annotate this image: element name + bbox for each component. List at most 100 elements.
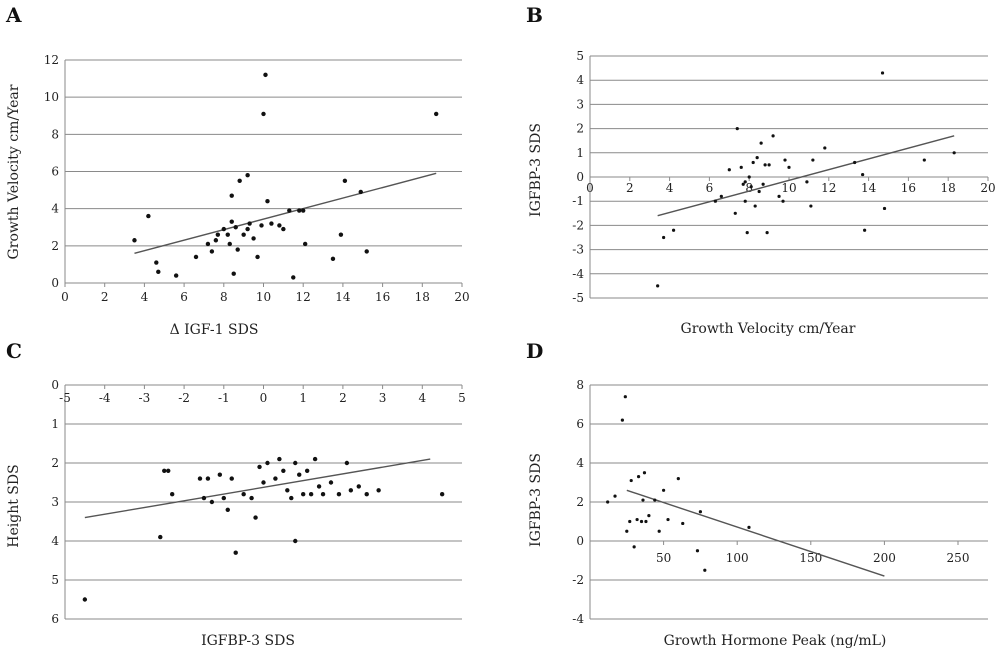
panel-a-y-tick-label: 6 bbox=[51, 165, 59, 179]
panel-c-x-tick-label: 4 bbox=[418, 391, 426, 405]
panel-a-data-point bbox=[247, 221, 252, 226]
panel-a-y-axis-title: Growth Velocity cm/Year bbox=[6, 84, 22, 259]
panel-b-x-axis-title: Growth Velocity cm/Year bbox=[681, 321, 856, 337]
panel-b-data-point bbox=[880, 71, 885, 75]
panel-c-x-tick-label: 0 bbox=[260, 391, 268, 405]
panel-d-data-point bbox=[642, 471, 647, 475]
panel-b-data-point bbox=[767, 163, 771, 167]
panel-a-data-point bbox=[173, 273, 179, 278]
panel-a-x-tick-label: 16 bbox=[375, 290, 390, 304]
panel-a-data-point bbox=[287, 208, 292, 213]
panel-letter-d: D bbox=[526, 339, 543, 363]
panel-c-data-point bbox=[285, 488, 290, 493]
panel-d-ticks: -4 -2 0 2 4 6 8 50 100 150 200 250 bbox=[572, 378, 969, 626]
panel-c-data-point bbox=[277, 456, 282, 462]
panel-b-y-tick-label: 2 bbox=[576, 122, 584, 136]
panel-c-data-point bbox=[221, 495, 226, 501]
panel-a-y-tick-label: 8 bbox=[51, 127, 59, 141]
panel-b-data-point bbox=[761, 182, 765, 186]
panel-b-data-point bbox=[656, 284, 660, 288]
panel-c-x-tick-label: -4 bbox=[99, 391, 111, 405]
panel-b-trendline bbox=[657, 135, 955, 217]
panel-b-data-point bbox=[809, 204, 813, 208]
panel-b-x-tick-label: 16 bbox=[901, 181, 916, 195]
panel-a-data-point bbox=[261, 111, 266, 117]
panel-c-y-axis-title: Height SDS bbox=[6, 464, 22, 547]
panel-c-data-point bbox=[158, 534, 163, 540]
panel-d-x-tick-label: 250 bbox=[947, 551, 970, 565]
panel-a-trendline bbox=[134, 172, 437, 254]
panel-b-y-tick-label: 5 bbox=[576, 49, 584, 63]
panel-d-data-point bbox=[698, 510, 703, 514]
panel-a-points bbox=[132, 72, 439, 280]
panel-c-x-tick-label: -1 bbox=[218, 391, 230, 405]
panel-a-data-point bbox=[205, 241, 211, 247]
panel-a-x-tick-label: 10 bbox=[256, 290, 271, 304]
panel-d-data-point bbox=[613, 494, 617, 498]
panel-d-y-tick-label: 8 bbox=[576, 378, 584, 392]
panel-d-trend bbox=[626, 489, 885, 577]
panel-d-trendline bbox=[626, 489, 885, 577]
panel-b-y-axis-title: IGFBP-3 SDS bbox=[528, 123, 544, 217]
panel-a-data-point bbox=[301, 208, 306, 213]
panel-a-data-point bbox=[229, 219, 234, 224]
panel-c-data-point bbox=[205, 476, 211, 481]
panel-c-x-tick-label: 5 bbox=[458, 391, 466, 405]
panel-b-x-tick-label: 18 bbox=[941, 181, 956, 195]
panel-a-data-point bbox=[281, 226, 286, 232]
panel-d-data-point bbox=[666, 517, 670, 522]
panel-c-data-point bbox=[225, 507, 230, 512]
panel-b-grid bbox=[589, 55, 988, 299]
panel-b-data-point bbox=[823, 146, 827, 150]
panel-b-y-tick-label: 3 bbox=[576, 97, 584, 111]
panel-a-data-point bbox=[209, 249, 215, 254]
panel-c-data-point bbox=[281, 468, 286, 473]
panel-c-x-tick-label: -3 bbox=[139, 391, 151, 405]
panel-a-y-tick-label: 12 bbox=[44, 53, 59, 67]
panel-c-data-point bbox=[289, 495, 294, 501]
panel-b-data-point bbox=[861, 172, 865, 177]
panel-b-data-point bbox=[781, 199, 785, 203]
panel-b-x-tick-label: 8 bbox=[745, 181, 753, 195]
panel-b-data-point bbox=[783, 158, 787, 162]
panel-d-data-point bbox=[676, 477, 680, 481]
panel-c-y-tick-label: 4 bbox=[51, 534, 59, 548]
panel-b-x-tick-label: 12 bbox=[821, 181, 836, 195]
panel-b-data-point bbox=[749, 185, 753, 189]
panel-c-data-point bbox=[328, 480, 334, 485]
panel-d-data-point bbox=[703, 568, 707, 572]
panel-c-grid bbox=[64, 384, 462, 620]
panel-d-data-point bbox=[620, 418, 624, 422]
panel-c-data-point bbox=[253, 515, 258, 520]
panel-d-data-point bbox=[662, 488, 666, 492]
panel-b-data-point bbox=[853, 160, 857, 165]
panel-d-x-axis-title: Growth Hormone Peak (ng/mL) bbox=[664, 633, 887, 649]
panel-b-x-tick-label: 4 bbox=[666, 181, 674, 195]
panel-d-data-point bbox=[647, 514, 651, 518]
panel-b-data-point bbox=[765, 231, 769, 235]
panel-d-x-tick-label: 200 bbox=[873, 551, 896, 565]
panel-b-y-tick-label: 1 bbox=[576, 146, 584, 160]
panel-b-y-tick-label: -4 bbox=[572, 267, 584, 281]
panel-a-data-point bbox=[265, 199, 270, 204]
panel-b-data-point bbox=[739, 165, 743, 169]
panel-c-data-point bbox=[320, 492, 326, 497]
panel-d-data-point bbox=[657, 529, 661, 533]
panel-d-grid bbox=[589, 384, 988, 620]
panel-b-data-point bbox=[727, 168, 731, 172]
panel-b-trend bbox=[657, 135, 955, 217]
panel-b-y-tick-label: -3 bbox=[572, 243, 584, 257]
panel-d-y-axis-title: IGFBP-3 SDS bbox=[528, 453, 544, 547]
panel-b-y-tick-label: -1 bbox=[572, 194, 584, 208]
panel-c-x-tick-label: 3 bbox=[379, 391, 387, 405]
panel-b-data-point bbox=[753, 204, 757, 208]
panel-c-y-tick-label: 1 bbox=[51, 417, 59, 431]
panel-a-x-axis-title: Δ IGF-1 SDS bbox=[170, 322, 259, 338]
panel-d-y-tick-label: 6 bbox=[576, 417, 584, 431]
panel-c-data-point bbox=[166, 468, 171, 473]
panel-a-x-tick-label: 6 bbox=[180, 290, 188, 304]
panel-b-data-point bbox=[747, 175, 751, 179]
panel-a-data-point bbox=[291, 275, 296, 280]
panel-c-data-point bbox=[201, 495, 207, 501]
